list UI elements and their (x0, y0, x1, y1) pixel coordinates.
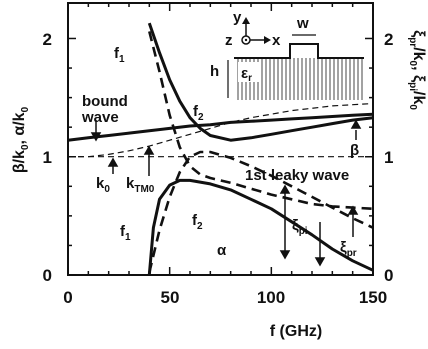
curve (147, 22, 374, 142)
f2-top-label: f2 (193, 103, 204, 123)
curve (148, 150, 374, 273)
k0-label: k0 (96, 175, 110, 195)
x-tick-label: 0 (63, 288, 72, 307)
y-arrowhead (242, 17, 250, 24)
bound-wave-label-line1: bound (82, 93, 128, 110)
x-tick-label: 150 (359, 288, 387, 307)
curve (148, 31, 374, 211)
bound-wave-label-line2: wave (81, 109, 119, 126)
xi-pi-label: ξpi (292, 217, 308, 237)
x-axis-label: f (GHz) (270, 323, 322, 340)
y-right-axis-label: ξpr/k0, ξpi/k0 (407, 30, 427, 110)
ktm0-label: kTM0 (126, 175, 155, 195)
y-left-tick-label: 0 (43, 266, 52, 285)
y-left-tick-label: 2 (43, 30, 52, 49)
xi-pr-label: ξpr (340, 239, 357, 259)
y-right-tick-label: 2 (384, 30, 393, 49)
y-left-axis-label: β/k0, α/k0 (11, 106, 31, 173)
svg-text:εr: εr (241, 65, 252, 84)
f1-bottom-label: f1 (120, 223, 131, 243)
curve (68, 102, 374, 158)
inset-eps-label: εr (238, 62, 260, 84)
inset-w-label: w (296, 15, 309, 32)
tick-marks (67, 3, 374, 276)
f1-top-label: f1 (114, 45, 125, 65)
annotation-pointers (90, 119, 362, 267)
y-left-tick-label: 1 (43, 148, 52, 167)
beta-label: β (350, 142, 359, 159)
x-tick-label: 50 (161, 288, 180, 307)
curve (67, 112, 374, 142)
y-right-tick-label: 0 (384, 266, 393, 285)
inset-h-label: h (210, 63, 219, 80)
strip-outline (234, 43, 364, 59)
f2-bottom-label: f2 (192, 212, 203, 232)
x-arrowhead (264, 36, 271, 44)
structure-inset: y z x w h εr (210, 9, 364, 100)
x-tick-label: 100 (257, 288, 285, 307)
curve (147, 178, 374, 276)
svg-text:β/k0, α/k0: β/k0, α/k0 (11, 106, 31, 173)
inset-y-label: y (233, 9, 242, 26)
svg-text:ξpr/k0, ξpi/k0: ξpr/k0, ξpi/k0 (407, 30, 427, 110)
y-right-tick-label: 1 (384, 148, 393, 167)
leaky-wave-label: 1st leaky wave (245, 167, 349, 184)
alpha-label: α (217, 242, 227, 259)
curves (67, 22, 374, 276)
inset-x-label: x (272, 32, 281, 49)
inset-z-label: z (225, 32, 233, 49)
